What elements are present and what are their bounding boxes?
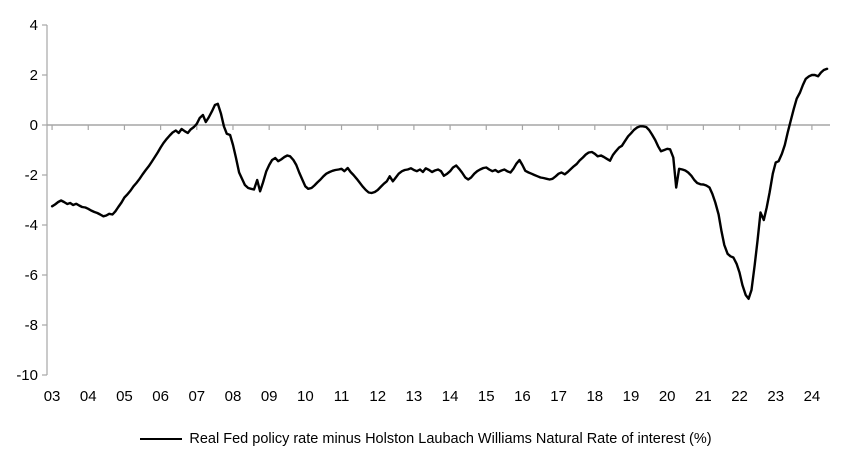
x-tick-label: 12 — [369, 388, 386, 405]
x-tick-label: 06 — [152, 388, 169, 405]
x-tick-label: 14 — [442, 388, 459, 405]
legend-line-swatch — [140, 438, 183, 440]
x-tick-label: 15 — [478, 388, 495, 405]
y-tick-label: -2 — [25, 167, 38, 184]
x-tick-label: 04 — [80, 388, 97, 405]
x-tick-label: 07 — [188, 388, 205, 405]
x-tick-label: 09 — [261, 388, 278, 405]
x-tick-label: 18 — [586, 388, 603, 405]
x-tick-label: 21 — [695, 388, 712, 405]
legend-label: Real Fed policy rate minus Holston Lauba… — [189, 431, 712, 447]
x-tick-label: 05 — [116, 388, 133, 405]
x-tick-label: 08 — [225, 388, 242, 405]
x-tick-label: 22 — [731, 388, 748, 405]
y-tick-label: -4 — [25, 217, 38, 234]
y-tick-label: -8 — [25, 317, 38, 334]
x-tick-label: 19 — [623, 388, 640, 405]
x-tick-label: 16 — [514, 388, 531, 405]
x-tick-label: 24 — [804, 388, 821, 405]
y-tick-label: -6 — [25, 267, 38, 284]
y-tick-label: 2 — [30, 67, 38, 84]
y-tick-label: 0 — [30, 117, 38, 134]
x-tick-label: 17 — [550, 388, 567, 405]
y-tick-label: 4 — [30, 17, 38, 34]
legend: Real Fed policy rate minus Holston Lauba… — [0, 426, 852, 452]
x-tick-label: 13 — [406, 388, 423, 405]
x-tick-label: 20 — [659, 388, 676, 405]
series-line — [50, 67, 829, 300]
x-tick-label: 03 — [44, 388, 61, 405]
x-tick-label: 23 — [767, 388, 784, 405]
x-tick-label: 11 — [334, 388, 350, 405]
x-tick-label: 10 — [297, 388, 314, 405]
y-tick-label: -10 — [16, 367, 38, 384]
